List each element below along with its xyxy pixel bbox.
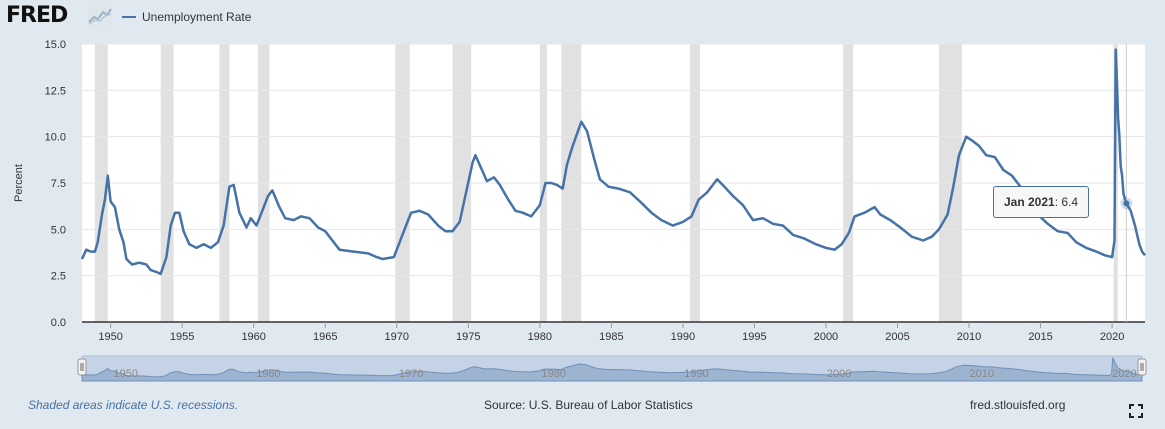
x-tick-label: 1985 xyxy=(599,331,623,343)
x-tick-label: 1955 xyxy=(170,331,194,343)
x-tick-label: 2010 xyxy=(957,331,981,343)
x-tick-label: 1975 xyxy=(456,331,480,343)
x-tick-label: 1950 xyxy=(98,331,122,343)
x-tick-label: 1965 xyxy=(313,331,337,343)
navigator-label: 2000 xyxy=(827,368,851,380)
series-layer xyxy=(80,48,1146,276)
y-tick-label: 10.0 xyxy=(45,132,66,144)
navigator-label: 1990 xyxy=(684,368,708,380)
x-tick-label: 2000 xyxy=(814,331,838,343)
legend-swatch xyxy=(122,16,136,18)
navigator-label: 1960 xyxy=(256,368,280,380)
legend-label: Unemployment Rate xyxy=(142,10,252,24)
data-tooltip: Jan 2021: 6.4 xyxy=(993,186,1090,218)
x-tick-label: 1960 xyxy=(241,331,265,343)
navigator-handle[interactable] xyxy=(77,358,87,376)
chart-header: FRED Unemployment Rate xyxy=(0,0,1165,34)
x-tick-label: 1990 xyxy=(671,331,695,343)
navigator[interactable]: 1950 1960 1970 1980 1990 2000 2010 2020 xyxy=(77,355,1147,382)
x-tick-label: 1980 xyxy=(528,331,552,343)
y-axis-label: Percent xyxy=(13,164,25,202)
site-link[interactable]: fred.stlouisfed.org xyxy=(970,398,1066,412)
y-tick-label: 2.5 xyxy=(51,271,66,283)
y-tick-label: 0.0 xyxy=(51,317,66,329)
y-tick-label: 5.0 xyxy=(51,224,66,236)
fullscreen-icon[interactable] xyxy=(1129,404,1143,418)
series-line-unemployment xyxy=(80,48,1146,276)
tooltip-value: 6.4 xyxy=(1061,195,1079,209)
navigator-label: 1970 xyxy=(399,368,423,380)
recession-note: Shaded areas indicate U.S. recessions. xyxy=(28,398,239,412)
tooltip-date: Jan 2021 xyxy=(1004,195,1055,209)
y-tick-label: 12.5 xyxy=(45,85,66,97)
x-tick-label: 2015 xyxy=(1028,331,1052,343)
x-tick-label: 1995 xyxy=(742,331,766,343)
legend[interactable]: Unemployment Rate xyxy=(122,10,251,24)
x-tick-label: 2020 xyxy=(1100,331,1124,343)
navigator-label: 1950 xyxy=(114,368,138,380)
fred-logo[interactable]: FRED xyxy=(6,3,68,28)
navigator-label: 2020 xyxy=(1112,368,1136,380)
navigator-series xyxy=(81,357,1143,382)
hover-indicator xyxy=(1120,44,1133,322)
navigator-handle[interactable] xyxy=(1137,358,1147,376)
y-tick-label: 7.5 xyxy=(51,178,66,190)
x-axis-ticks: 1950 1955 1960 1965 1970 1975 1980 1985 1990 1995… xyxy=(98,322,1124,343)
tooltip-separator: : xyxy=(1054,195,1062,209)
y-axis-ticks: 0.0 2.5 5.0 7.5 10.0 12.5 15.0 xyxy=(45,39,66,329)
hover-point xyxy=(1123,200,1130,207)
x-tick-label: 1970 xyxy=(385,331,409,343)
y-tick-label: 15.0 xyxy=(45,39,66,51)
source-text: Source: U.S. Bureau of Labor Statistics xyxy=(484,398,693,412)
grid-lines xyxy=(82,43,1145,323)
x-tick-label: 2005 xyxy=(885,331,909,343)
navigator-label: 2010 xyxy=(970,368,994,380)
navigator-label: 1980 xyxy=(542,368,566,380)
fred-graph-icon xyxy=(88,6,112,26)
